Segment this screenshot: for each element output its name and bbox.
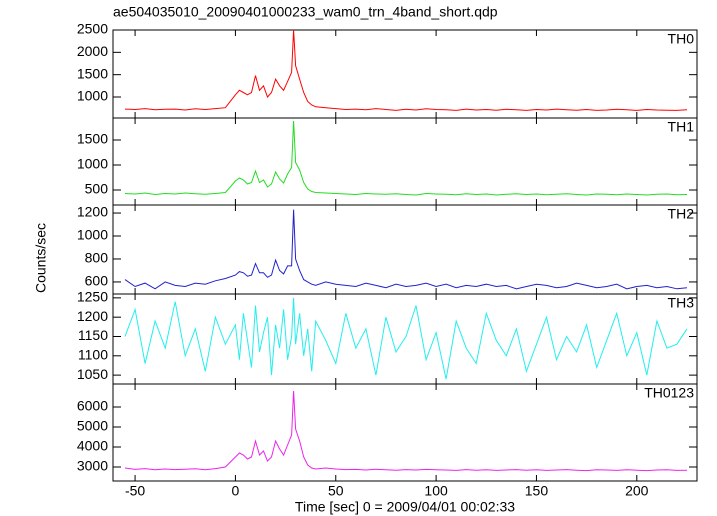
y-tick-label: 1000 [77,88,108,104]
light-curve [124,120,688,196]
y-tick-label: 2000 [77,43,108,59]
y-tick-label: 1000 [77,156,108,172]
panel-label: TH2 [668,206,695,222]
y-tick-label: 800 [85,250,109,266]
y-tick-label: 1000 [77,227,108,243]
light-curve [124,209,688,290]
panel-frame [112,117,698,206]
y-axis-label: Counts/sec [33,223,49,293]
y-tick-label: 1200 [77,204,108,220]
panel-label: TH3 [668,295,695,311]
y-tick-label: 1100 [78,347,108,363]
x-tick-label: -50 [125,483,145,499]
x-axis-label: Time [sec] 0 = 2009/04/01 00:02:33 [295,499,515,515]
y-tick-label: 1500 [77,131,108,147]
panel-frame [112,29,698,119]
chart-title: ae504035010_20090401000233_wam0_trn_4ban… [113,4,498,20]
y-tick-label: 1500 [77,65,108,81]
light-curve [124,390,688,472]
panel-label: TH0 [668,31,695,47]
y-tick-label: 500 [85,181,109,197]
y-tick-label: 1200 [77,308,108,324]
y-tick-label: 2500 [77,21,108,37]
y-tick-label: 1150 [78,327,108,343]
panel-label: TH0123 [644,385,694,401]
y-tick-label: 3000 [77,458,108,474]
light-curve [124,29,688,111]
panel-frame [112,204,698,295]
light-curve [124,297,688,380]
x-tick-label: 50 [328,483,344,499]
y-tick-label: 600 [85,273,109,289]
y-tick-label: 1250 [77,289,108,305]
y-tick-label: 4000 [77,438,108,454]
x-tick-label: 100 [424,483,448,499]
panel-frame [112,383,698,482]
x-tick-label: 0 [232,483,240,499]
x-tick-label: 200 [625,483,649,499]
y-tick-label: 1050 [77,366,108,382]
y-tick-label: 6000 [77,398,108,414]
panel-label: TH1 [668,119,695,135]
y-tick-label: 5000 [77,418,108,434]
x-tick-label: 150 [525,483,549,499]
panel-frame [112,293,698,385]
